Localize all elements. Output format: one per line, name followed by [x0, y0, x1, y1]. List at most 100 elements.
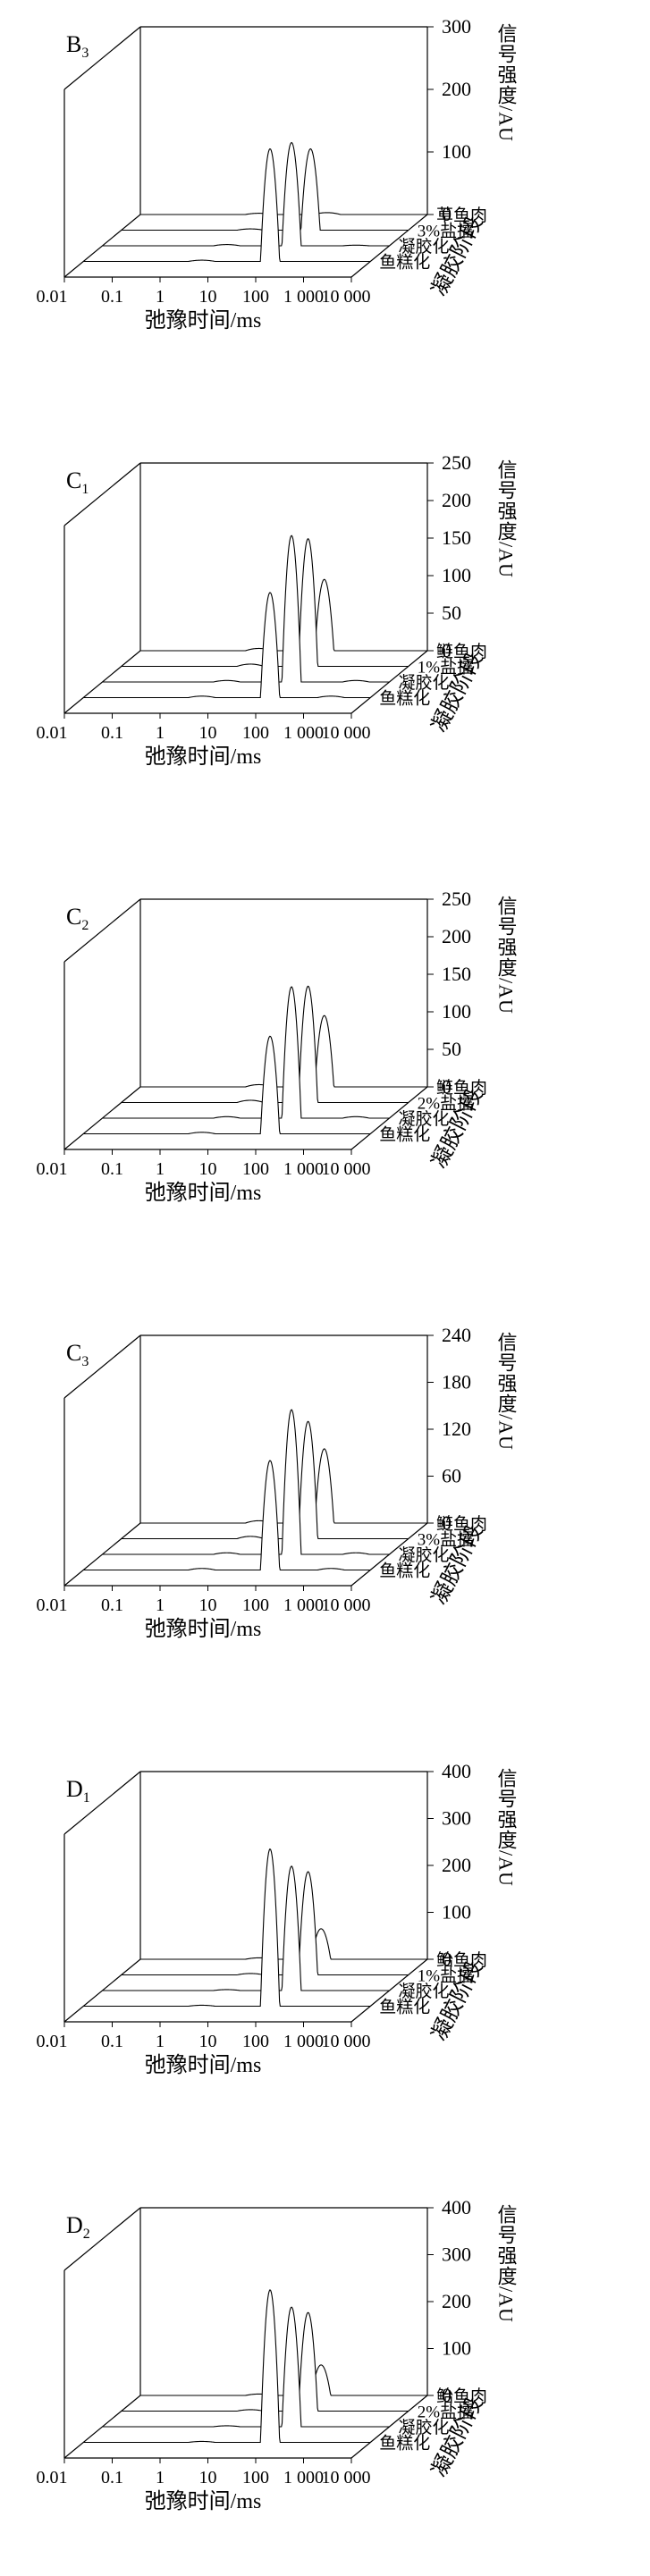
y-tick-label: 300 [442, 1807, 471, 1830]
series: 鱼糕化 [83, 2289, 430, 2454]
y-tick-label: 0 [442, 1511, 452, 1534]
x-tick-label: 100 [242, 723, 269, 743]
y-tick-label: 50 [442, 602, 461, 624]
x-tick-label: 10 [199, 2032, 217, 2051]
series-line [102, 535, 390, 683]
series-label: 草鱼肉 [436, 206, 487, 225]
x-tick-label: 0.1 [101, 1595, 123, 1615]
y-tick-label: 240 [442, 1324, 471, 1346]
series: 鱼糕化 [83, 1035, 430, 1145]
y-axis-title: 信号强度/AU [495, 896, 518, 1014]
x-tick-label: 0.1 [101, 2468, 123, 2488]
left-top-edge [63, 26, 141, 90]
series-fill [102, 2307, 390, 2427]
panel-label: B3 [66, 31, 89, 61]
series-label: 3%盐擂 [418, 1530, 474, 1550]
y-tick-label: 150 [442, 526, 471, 549]
series-label: 凝胶化 [399, 2418, 450, 2437]
series-line [83, 1460, 371, 1571]
panel-label: C3 [66, 1340, 89, 1369]
series-label: 鱼糕化 [379, 2434, 430, 2454]
series-line [83, 2289, 371, 2444]
series-line [83, 592, 371, 699]
series-label: 凝胶化 [399, 1982, 450, 2001]
y-tick-label: 300 [442, 15, 471, 38]
x-tick-label: 10 000 [322, 1595, 371, 1615]
y-tick-label: 0 [442, 1075, 452, 1098]
x-tick-label: 10 [199, 723, 217, 743]
series-label: 鲢鱼肉 [436, 1514, 487, 1534]
series-line [102, 141, 390, 247]
series-label: 凝胶化 [399, 1109, 450, 1129]
series: 凝胶化 [102, 1409, 450, 1565]
series-line [102, 1865, 390, 1991]
x-axis-title: 弛豫时间/ms [145, 1617, 262, 1641]
x-tick-label: 1 000 [283, 2468, 324, 2488]
y-tick-label: 200 [442, 78, 471, 100]
series-line [102, 2306, 390, 2428]
x-tick-label: 10 000 [322, 2032, 371, 2051]
y-tick-label: 200 [442, 489, 471, 511]
x-tick-label: 0.01 [37, 287, 68, 307]
x-tick-label: 0.01 [37, 1159, 68, 1179]
x-tick-label: 1 [156, 1595, 165, 1615]
panel-label: C1 [66, 467, 89, 497]
x-tick-label: 0.01 [37, 2468, 68, 2488]
x-tick-label: 0.01 [37, 1595, 68, 1615]
x-tick-label: 10 000 [322, 2468, 371, 2488]
x-tick-label: 10 [199, 1159, 217, 1179]
x-axis-title: 弛豫时间/ms [145, 745, 262, 769]
left-top-edge [63, 2207, 141, 2271]
series: 凝胶化 [102, 2306, 450, 2437]
x-tick-label: 1 000 [283, 287, 324, 307]
chart-panel: 0 50 100 150 200 250 信号强度/AU 0.01 0.1 1 10 100 1 000… [37, 451, 518, 769]
y-axis-title: 信号强度/AU [495, 459, 518, 578]
series-label: 鲐鱼肉 [436, 1950, 487, 1970]
x-tick-label: 1 000 [283, 723, 324, 743]
series-label: 3%盐擂 [418, 222, 474, 241]
x-tick-label: 10 [199, 287, 217, 307]
y-tick-label: 300 [442, 2243, 471, 2266]
left-top-edge [63, 898, 141, 963]
x-tick-label: 10 000 [322, 287, 371, 307]
chart-panel: 0 50 100 150 200 250 信号强度/AU 0.01 0.1 1 10 100 1 000… [37, 888, 518, 1205]
y-tick-label: 250 [442, 888, 471, 910]
x-axis-title: 弛豫时间/ms [145, 2053, 262, 2077]
series-fill [102, 535, 390, 682]
y-tick-label: 0 [442, 639, 452, 661]
y-tick-label: 100 [442, 140, 471, 163]
series-label: 凝胶化 [399, 673, 450, 693]
x-tick-label: 100 [242, 2032, 269, 2051]
panel-label: D2 [66, 2212, 90, 2242]
y-tick-label: 50 [442, 1038, 461, 1060]
x-tick-label: 100 [242, 1595, 269, 1615]
x-tick-label: 100 [242, 287, 269, 307]
series-fill [102, 1410, 390, 1554]
left-top-edge [63, 1771, 141, 1835]
series-label: 1%盐擂 [418, 1966, 474, 1986]
x-tick-label: 0.01 [37, 723, 68, 743]
y-tick-label: 200 [442, 925, 471, 947]
series-label: 鱼糕化 [379, 689, 430, 709]
chart-panel: 0 60 120 180 240 信号强度/AU 0.01 0.1 1 10 100 1 00010 … [37, 1324, 518, 1641]
series: 鱼糕化 [83, 147, 430, 273]
y-tick-label: 200 [442, 1854, 471, 1876]
x-axis-title: 弛豫时间/ms [145, 2489, 262, 2513]
series-line [83, 147, 371, 263]
series: 鱼糕化 [83, 1460, 430, 1581]
x-axis-title: 弛豫时间/ms [145, 308, 262, 333]
y-tick-label: 100 [442, 1901, 471, 1924]
series-label: 凝胶化 [399, 237, 450, 257]
series-label: 鲐鱼肉 [436, 2387, 487, 2406]
left-top-edge [63, 462, 141, 526]
series-line [102, 986, 390, 1119]
y-tick-label: 100 [442, 1000, 471, 1023]
series-label: 鲢鱼肉 [436, 642, 487, 661]
series: 鱼糕化 [83, 592, 430, 709]
series-fill [102, 1865, 390, 1991]
y-tick-label: 100 [442, 564, 471, 586]
x-tick-label: 10 [199, 2468, 217, 2488]
series-label: 2%盐擂 [418, 2403, 474, 2422]
series: 凝胶化 [102, 535, 450, 693]
